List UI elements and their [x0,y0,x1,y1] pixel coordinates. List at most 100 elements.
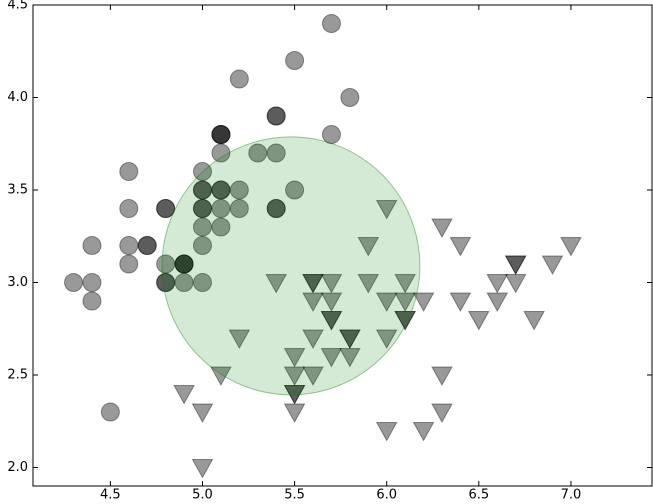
point [156,273,176,292]
point [339,348,361,368]
point [504,255,527,276]
point [394,311,416,331]
point [119,162,139,181]
point [357,237,380,257]
x-tick-label: 4.5 [100,488,121,503]
point [266,106,286,126]
y-tick-label: 4.5 [7,0,28,13]
y-tick-label: 4.0 [7,90,28,105]
point [320,274,343,294]
point [285,51,305,70]
x-tick-label: 6.0 [376,488,397,503]
point [137,236,157,255]
point [211,125,231,144]
point [320,311,343,331]
point [283,366,306,387]
point [229,199,249,218]
y-tick-label: 2.0 [7,460,28,475]
point [211,199,231,218]
point [174,254,194,274]
point [156,199,176,218]
point [320,348,343,368]
point [394,292,416,313]
y-tick-label: 3.5 [7,183,28,198]
point [486,292,509,313]
point [375,200,398,220]
point [541,255,564,276]
point [174,273,194,292]
point [283,385,306,405]
point [229,180,249,200]
point [285,180,305,200]
point [82,236,102,255]
point [523,311,545,331]
point [412,422,435,442]
point [100,402,120,422]
point [339,329,361,350]
point [467,311,490,331]
x-tick-label: 7.0 [561,488,582,503]
point [560,237,582,257]
point [266,199,286,218]
point [64,273,84,292]
point [192,236,212,255]
point [321,125,341,144]
overlay-circle [161,136,421,396]
point [192,180,212,200]
point [191,459,214,479]
point [229,69,249,89]
point [266,143,286,163]
point [302,274,324,294]
point [283,385,306,405]
point [394,311,416,331]
point [119,236,139,255]
point [449,292,472,313]
point [394,274,416,294]
point [192,180,212,200]
point [173,385,195,405]
point [211,217,231,237]
point [375,422,398,442]
point [283,403,306,424]
point [192,162,212,181]
point [156,199,176,218]
point [156,273,176,292]
point [266,199,286,218]
point [192,199,212,218]
point [82,291,102,311]
point [248,143,268,163]
point [357,274,380,294]
point [302,366,324,387]
point [211,180,231,200]
point [211,143,231,163]
x-tick-label: 5.5 [284,488,305,503]
point [156,254,176,274]
point [82,273,102,292]
point [431,366,453,387]
point [339,329,361,350]
point [192,217,212,237]
point [174,254,194,274]
point [504,274,527,294]
point [375,292,398,313]
point [191,403,214,424]
point [321,14,341,33]
point [192,199,212,218]
point [211,125,231,144]
point [228,329,251,350]
point [210,366,232,387]
point [375,329,398,350]
point [137,236,157,255]
point [431,403,453,424]
plot-frame [32,4,653,487]
point [211,180,231,200]
point [211,125,231,144]
y-tick-label: 3.0 [7,275,28,290]
point [412,292,435,313]
point [431,218,453,239]
point [119,199,139,218]
point [320,311,343,331]
point [340,88,360,107]
point [119,254,139,274]
